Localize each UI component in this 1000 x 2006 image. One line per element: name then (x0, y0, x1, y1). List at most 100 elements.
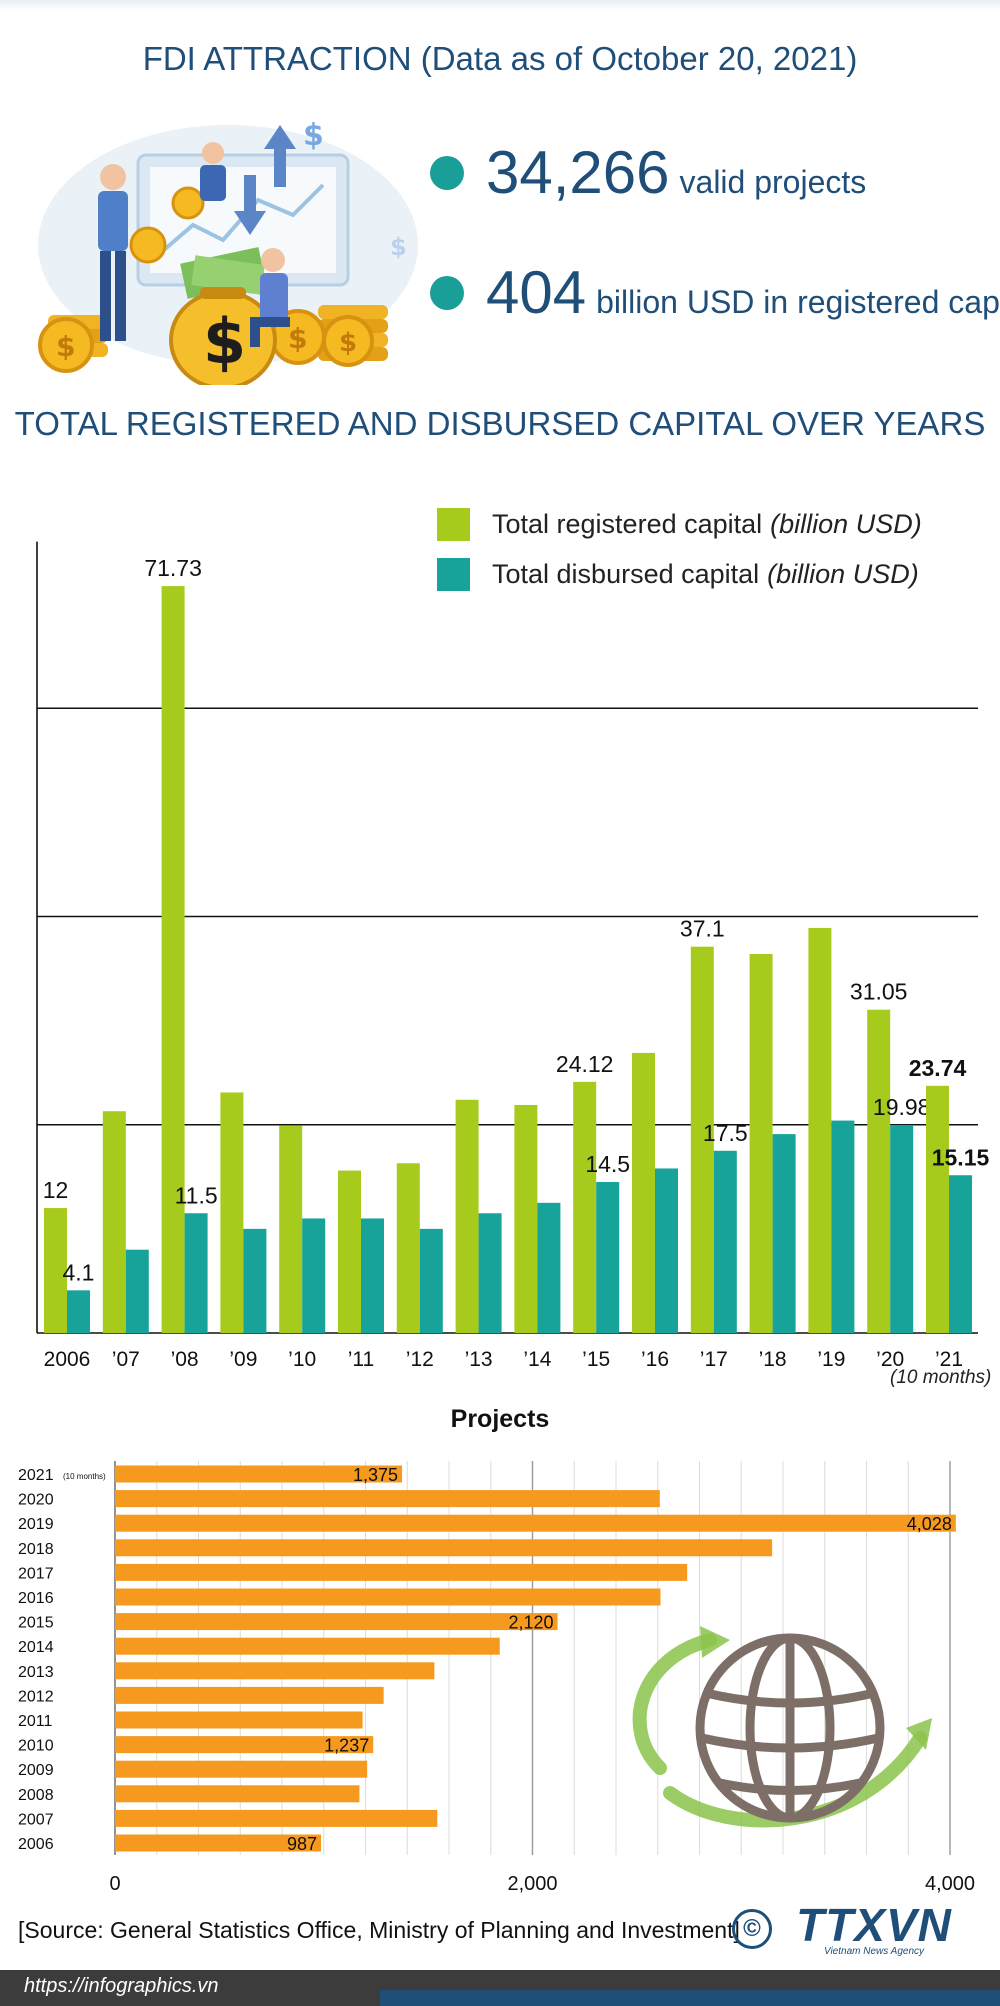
disbursed-bar (772, 1134, 796, 1333)
logo-text: TTXVN (796, 1899, 952, 1951)
stat-bullet-icon (430, 155, 464, 190)
projects-first-category-note: (10 months) (63, 1472, 106, 1481)
svg-text:$: $ (303, 118, 324, 153)
ttxvn-logo: TTXVN Vietnam News Agency (788, 1900, 960, 1960)
capital-x-tick-label: ’10 (288, 1348, 316, 1371)
projects-bar (115, 1736, 374, 1754)
footer-url-link[interactable]: https://infographics.vn (24, 1975, 219, 1997)
capital-x-tick-label: ’17 (700, 1348, 728, 1371)
projects-y-tick-label: 2019 (18, 1516, 54, 1533)
capital-x-tick-label: ’19 (817, 1348, 845, 1371)
projects-y-tick-label: 2006 (18, 1836, 54, 1853)
svg-text:$: $ (203, 305, 246, 378)
disbursed-value-label: 19.98 (873, 1094, 931, 1120)
registered-bar (749, 953, 773, 1333)
businesswoman-right-icon (250, 248, 290, 347)
projects-bar-chart: 2021 (10 months) 1,375 2020 2019 4,028 2018 201… (18, 1461, 975, 1895)
legend-disbursed: Total disbursed capital (billion USD) (437, 558, 919, 591)
projects-y-tick-label: 2013 (18, 1664, 54, 1681)
projects-bar (115, 1563, 688, 1581)
capital-chart-title: TOTAL REGISTERED AND DISBURSED CAPITAL O… (14, 405, 986, 442)
dollar-sign-icon: $ $ (303, 118, 407, 261)
legend-registered-unit: (billion USD) (770, 509, 922, 539)
projects-value-label: 1,375 (353, 1465, 398, 1485)
projects-chart-title: Projects (450, 1405, 550, 1433)
disbursed-bar (655, 1168, 678, 1333)
globe-icon (632, 1626, 932, 1828)
coin-stack-icon: $ $ $ (38, 186, 388, 373)
registered-bar (573, 1081, 597, 1333)
registered-bar (102, 1111, 126, 1333)
projects-bar (115, 1637, 500, 1655)
stat-projects-label: valid projects (679, 164, 867, 200)
disbursed-bar (537, 1202, 561, 1333)
legend-disbursed-swatch (437, 558, 470, 591)
disbursed-value-label: 4.1 (63, 1259, 95, 1285)
svg-text:$: $ (390, 233, 407, 261)
projects-bar (115, 1834, 322, 1852)
registered-bar (690, 946, 714, 1333)
projects-y-tick-label: 2009 (18, 1762, 54, 1779)
disbursed-value-label: 17.5 (703, 1120, 748, 1146)
disbursed-bar (243, 1228, 267, 1333)
stat-projects: 34,266 valid projects (430, 138, 866, 207)
projects-bar (115, 1686, 384, 1704)
disbursed-bar (596, 1182, 620, 1333)
stat-capital-label: billion USD in registered capital (596, 284, 1000, 320)
capital-x-tick-label: ’15 (582, 1348, 610, 1371)
disbursed-bar (302, 1218, 326, 1333)
disbursed-bar (361, 1218, 384, 1333)
svg-text:$: $ (56, 330, 75, 363)
stat-capital: 404 billion USD in registered capital (430, 258, 1000, 327)
registered-bar (455, 1099, 479, 1333)
projects-y-tick-label: 2016 (18, 1590, 54, 1607)
capital-x-tick-label: ’12 (406, 1348, 434, 1371)
registered-bar (808, 927, 832, 1333)
capital-x-tick-label: ’07 (112, 1348, 140, 1371)
disbursed-bar (890, 1124, 914, 1333)
projects-bar (115, 1662, 435, 1680)
projects-x-tick-label: 0 (109, 1873, 120, 1895)
disbursed-value-label: 11.5 (175, 1182, 218, 1208)
registered-value-label: 23.74 (909, 1055, 967, 1081)
legend-registered-label: Total registered capital (492, 509, 763, 539)
disbursed-bar (184, 1213, 208, 1333)
arrow-down-icon (234, 175, 266, 235)
money-bag-icon: $ (169, 247, 277, 385)
registered-bar (220, 1092, 244, 1333)
projects-y-tick-label: 2017 (18, 1565, 54, 1582)
projects-value-label: 987 (287, 1834, 317, 1854)
disbursed-bar (125, 1249, 149, 1333)
legend-registered: Total registered capital (billion USD) (437, 508, 922, 541)
projects-x-tick-label: 4,000 (925, 1873, 975, 1895)
registered-value-label: 31.05 (850, 979, 908, 1005)
business-illustration: $ $ $ $ $ $ (38, 118, 418, 385)
capital-x-tick-label: ’11 (348, 1348, 374, 1371)
legend-registered-swatch (437, 508, 470, 541)
registered-bar (396, 1163, 420, 1333)
disbursed-value-label: 14.5 (585, 1151, 630, 1177)
source-note: [Source: General Statistics Office, Mini… (18, 1917, 740, 1943)
logo-subtitle: Vietnam News Agency (823, 1946, 925, 1957)
registered-bar (279, 1125, 303, 1333)
projects-y-tick-label: 2008 (18, 1787, 54, 1804)
arrow-up-icon (264, 125, 296, 187)
disbursed-bar (831, 1120, 855, 1333)
capital-chart-months-note: (10 months) (890, 1367, 992, 1388)
capital-x-tick-label: ’14 (523, 1348, 551, 1371)
capital-x-tick-label: ’13 (465, 1348, 493, 1371)
disbursed-bar (713, 1150, 737, 1333)
projects-y-tick-label: 2007 (18, 1811, 54, 1828)
projects-bar (115, 1785, 360, 1803)
disbursed-bar (949, 1175, 972, 1333)
footer-accent-bar (380, 1990, 1000, 2006)
projects-y-tick-label: 2014 (18, 1639, 54, 1656)
svg-text:$: $ (288, 322, 307, 355)
legend-disbursed-unit: (billion USD) (767, 559, 919, 589)
capital-x-tick-label: ’18 (759, 1348, 787, 1371)
legend-disbursed-label: Total disbursed capital (492, 559, 760, 589)
projects-y-tick-label: 2010 (18, 1738, 54, 1755)
registered-bar (632, 1052, 655, 1333)
stat-bullet-icon (430, 275, 464, 310)
disbursed-value-label: 15.15 (932, 1144, 990, 1170)
